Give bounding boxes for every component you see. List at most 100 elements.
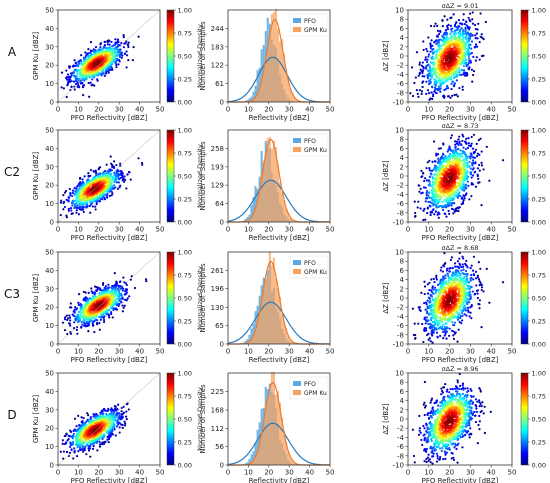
row-2-scatter-point: [129, 178, 132, 181]
row-2-hist-ytick-label: 193: [211, 163, 224, 171]
row-2-scatter-point: [64, 189, 68, 193]
row-2-scatter-point: [85, 201, 89, 204]
row-2-diff-point: [477, 139, 480, 142]
row-2-diff-point: [478, 169, 481, 172]
row-1-diff-point: [449, 32, 452, 35]
row-2-diff-point: [427, 194, 430, 197]
row-1-scatter-point: [75, 61, 78, 64]
row-2-hist-xlabel: Reflectivity [dBZ]: [249, 234, 310, 242]
row-1-diff-point: [433, 61, 436, 64]
row-1-diff-point: [427, 36, 430, 39]
row-2-diff-point: [454, 143, 457, 146]
row-1-diff-ylabel: ΔZ [dBZ]: [382, 40, 390, 72]
row-1-diff-ytick-label: 2: [400, 43, 404, 51]
row-1-diff-ytick-label: -10: [393, 99, 404, 107]
row-2-scatter-point: [59, 214, 62, 217]
row-2-scatter-point: [89, 174, 92, 177]
row-3-scatter-point: [73, 311, 76, 314]
row-2-diff-colorbar: [520, 129, 529, 223]
row-3-scatter-point: [122, 276, 125, 279]
row-2-diff-point: [445, 196, 449, 200]
row-2-diff-point: [460, 155, 463, 158]
row-1-diff-point: [445, 60, 448, 64]
row-1-diff-point: [454, 75, 457, 78]
row-1-hist-ytick-label: 122: [211, 62, 224, 70]
row-1-scatter-xtick-label: 20: [94, 106, 103, 114]
row-1-scatter-point: [126, 43, 129, 46]
row-1-diff-point: [469, 19, 472, 23]
row-2-hist-gpm-bar: [264, 153, 267, 222]
row-1-diff-xtick-label: 10: [424, 106, 433, 114]
row-1-scatter-point: [70, 85, 73, 88]
row-2-diff-point: [472, 152, 476, 155]
row-1-scatter-point: [99, 46, 102, 49]
row-2-diff-sigma-label: σΔZ = 8.73: [441, 122, 478, 130]
row-1-diff-point: [451, 67, 454, 70]
row-1-diff-point: [441, 80, 444, 83]
row-1-diff-point: [460, 38, 464, 41]
row-1-scatter-point: [69, 72, 73, 75]
row-1-diff-point: [431, 66, 434, 70]
row-3-scatter-point: [98, 322, 101, 325]
row-1-diff-point: [437, 80, 440, 83]
row-1-hist-legend-label-pfo: PFO: [304, 18, 316, 25]
row-1-diff-point: [434, 57, 437, 60]
row-1-diff-colorbar-tick-label: 0.75: [532, 30, 546, 38]
row-1-scatter-point: [125, 66, 128, 69]
row-1-diff-point: [482, 38, 485, 41]
row-2-scatter-point: [78, 177, 82, 180]
row-2-scatter-point: [62, 200, 66, 204]
row-2-diff-point: [413, 200, 416, 203]
row-2-scatter-point: [71, 191, 75, 195]
row-2-diff-point: [467, 137, 470, 140]
row-2-diff-point: [435, 154, 438, 157]
row-1-diff-point: [422, 48, 425, 52]
row-1-diff-point: [449, 96, 452, 99]
row-2-diff-point: [418, 184, 421, 187]
row-1-diff-point: [409, 92, 412, 95]
row-1-scatter-point: [116, 51, 120, 54]
row-2-diff-point: [443, 199, 446, 202]
row-1-diff-point: [436, 35, 439, 38]
row-1-scatter-point: [106, 40, 109, 44]
row-1-diff-point: [439, 84, 442, 88]
row-1-scatter-colorbar-tick-label: 0.00: [178, 99, 192, 107]
row-1-diff-point: [478, 58, 481, 61]
row-1-diff-point: [441, 78, 444, 81]
row-2-diff-point: [454, 158, 458, 161]
row-2-diff-point: [470, 181, 473, 185]
row-2-scatter-point: [78, 208, 82, 211]
row-1-scatter-point: [123, 42, 126, 45]
row-2-diff-point: [477, 181, 480, 184]
row-1-scatter-xtick-label: 40: [135, 106, 144, 114]
row-1-hist-pfo-bar: [248, 98, 251, 102]
row-2-diff-point: [476, 155, 479, 158]
row-2-scatter-point: [99, 172, 102, 175]
row-2-diff-point: [434, 160, 437, 163]
row-1-scatter-axes: [57, 9, 161, 103]
row-2-scatter-ytick-label: 0: [50, 219, 54, 227]
row-1-diff-point: [467, 61, 470, 65]
row-2-diff-ytick-label: 8: [400, 136, 404, 144]
row-1-diff-point: [461, 23, 464, 26]
row-2-scatter-point: [59, 201, 63, 204]
row-1-diff-point: [441, 59, 445, 62]
row-1-hist-gpm-bar: [293, 96, 296, 102]
row-1-diff-point: [439, 90, 442, 93]
row-1-diff-point: [436, 24, 439, 27]
row-1-diff-point: [464, 27, 467, 30]
row-1-diff-point: [451, 94, 454, 97]
row-2-diff-point: [435, 169, 438, 172]
row-1-diff-point: [439, 82, 442, 85]
row-1-scatter-point: [91, 78, 94, 81]
row-2-diff-point: [430, 173, 433, 176]
row-3-scatter-point: [63, 317, 67, 321]
row-2-diff-point: [459, 149, 462, 152]
row-2-diff-point: [468, 156, 472, 159]
row-2-scatter-point: [113, 173, 116, 176]
row-1-scatter-point: [81, 81, 84, 85]
row-1-diff-sigma-label: σΔZ = 9.01: [441, 2, 478, 10]
row-2-diff-ylabel: ΔZ [dBZ]: [382, 160, 390, 192]
row-1-diff-point: [446, 48, 450, 51]
row-2-hist-legend-label-gpm: GPM Ku: [304, 147, 327, 154]
